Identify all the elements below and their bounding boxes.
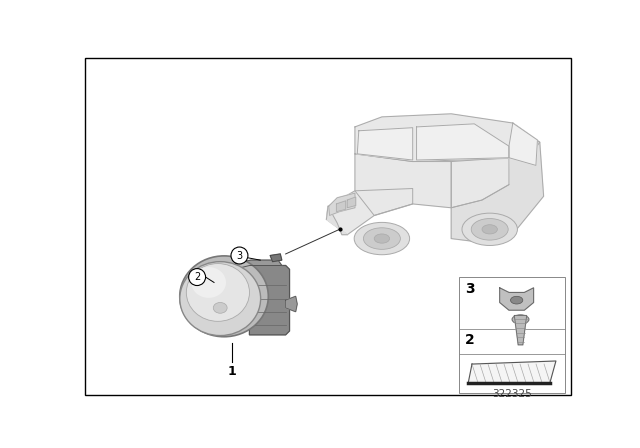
- Ellipse shape: [374, 234, 390, 243]
- Polygon shape: [270, 254, 282, 262]
- Ellipse shape: [512, 315, 529, 324]
- Ellipse shape: [213, 302, 227, 313]
- Ellipse shape: [186, 263, 250, 321]
- Polygon shape: [285, 296, 297, 312]
- Ellipse shape: [462, 213, 517, 246]
- Ellipse shape: [180, 262, 260, 336]
- Polygon shape: [329, 193, 355, 215]
- Polygon shape: [355, 154, 451, 215]
- Ellipse shape: [511, 296, 523, 304]
- Text: 1: 1: [227, 365, 236, 378]
- Ellipse shape: [191, 267, 226, 298]
- Polygon shape: [451, 158, 509, 208]
- Polygon shape: [468, 361, 556, 383]
- Ellipse shape: [180, 256, 268, 337]
- Polygon shape: [509, 123, 538, 165]
- Text: 2: 2: [465, 333, 475, 347]
- Text: 3: 3: [236, 250, 243, 260]
- Polygon shape: [348, 197, 356, 208]
- Ellipse shape: [482, 225, 497, 234]
- Text: 3: 3: [465, 282, 475, 296]
- Polygon shape: [357, 128, 413, 160]
- Polygon shape: [515, 315, 527, 345]
- Ellipse shape: [364, 228, 401, 250]
- Polygon shape: [337, 201, 346, 211]
- Polygon shape: [326, 189, 413, 235]
- Circle shape: [231, 247, 248, 264]
- Polygon shape: [326, 206, 348, 235]
- Polygon shape: [500, 288, 534, 310]
- Polygon shape: [451, 123, 543, 242]
- Polygon shape: [236, 260, 282, 269]
- Circle shape: [189, 269, 205, 285]
- Polygon shape: [250, 266, 289, 335]
- Polygon shape: [417, 124, 509, 160]
- Ellipse shape: [471, 219, 508, 240]
- Ellipse shape: [354, 222, 410, 255]
- Text: 2: 2: [194, 272, 200, 282]
- Polygon shape: [355, 114, 540, 162]
- Text: 322325: 322325: [492, 389, 532, 399]
- Bar: [459, 277, 565, 392]
